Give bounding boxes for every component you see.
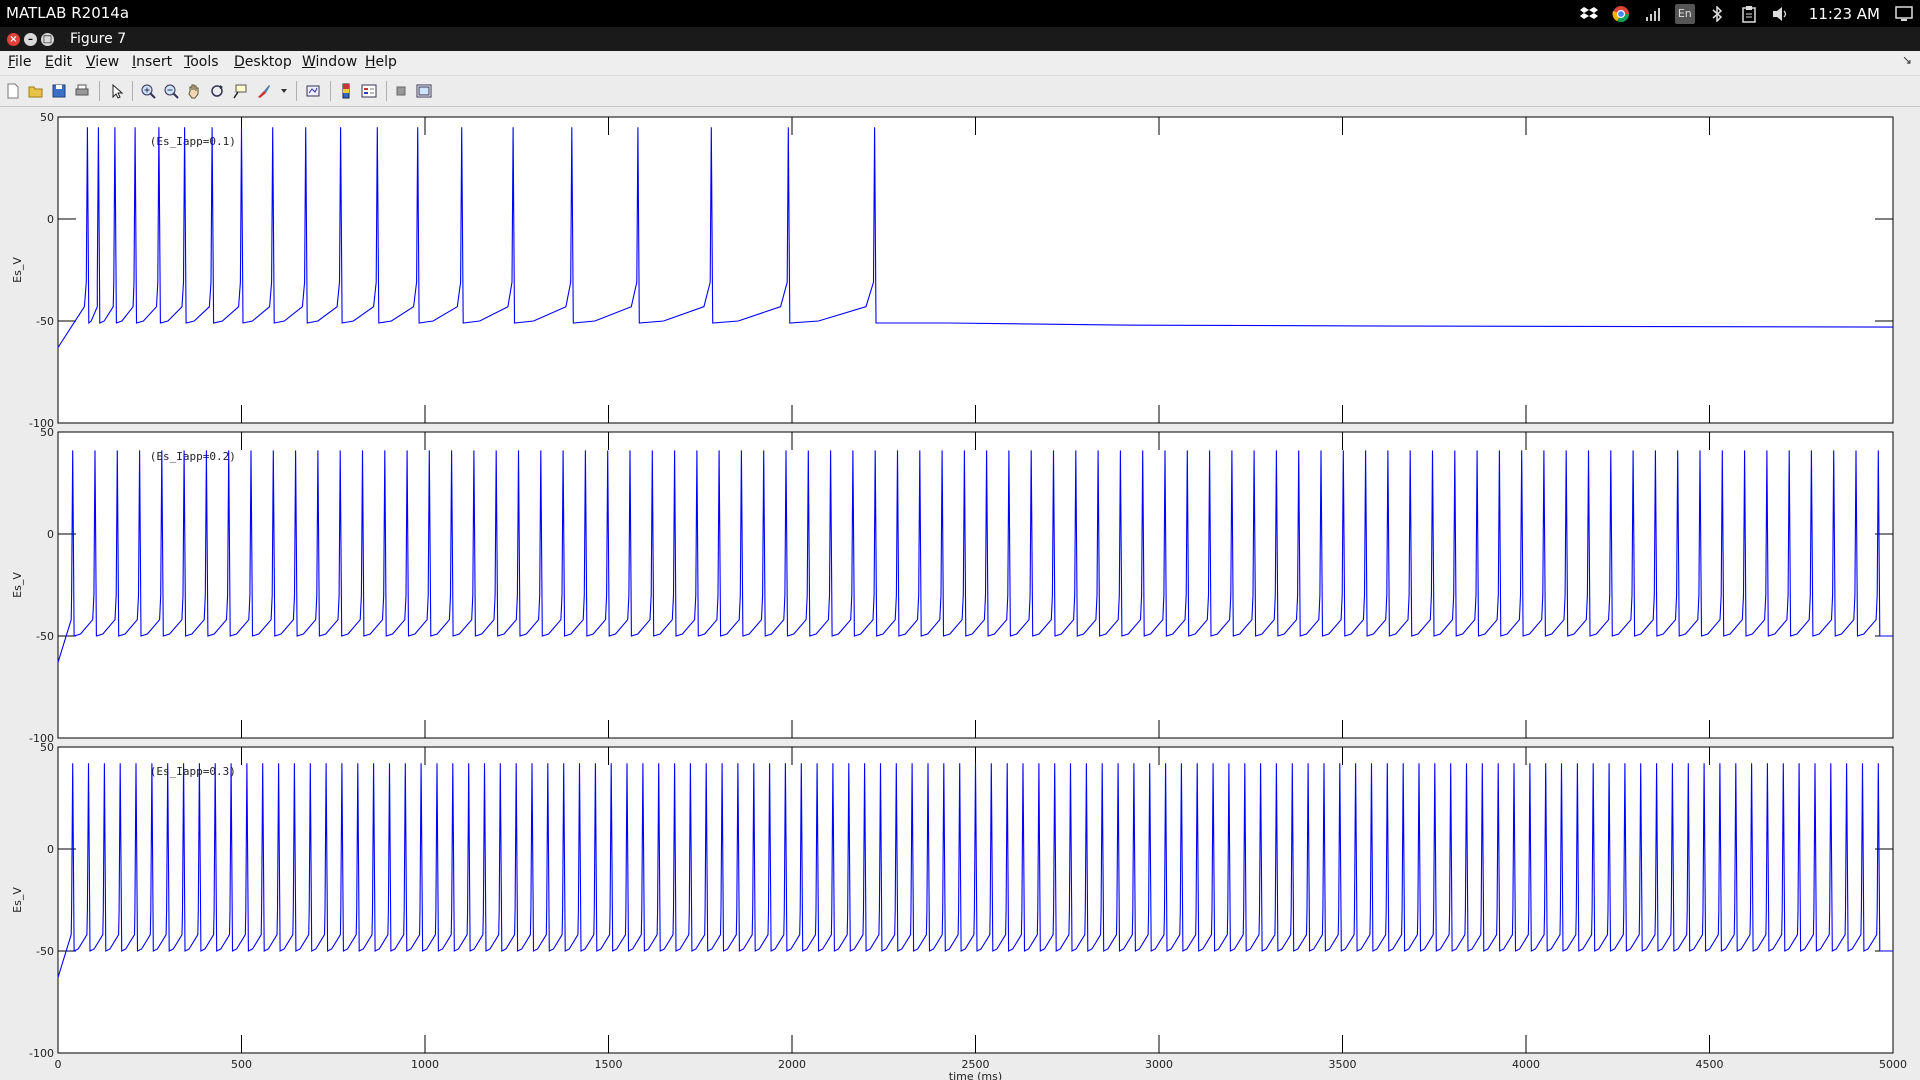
rotate-3d-icon[interactable] (207, 81, 227, 101)
chrome-icon[interactable] (1611, 4, 1631, 24)
toolbar-separator (386, 81, 387, 101)
toolbar-separator (132, 81, 133, 101)
figure-canvas[interactable]: -100 -50 0 50 Es_V (Es_Iapp=0.1) -100 -50 0 50 Es_… (0, 107, 1920, 1080)
y-tick-label: 50 (40, 111, 54, 124)
axes-panel-2: -100 -50 0 50 Es_V (Es_Iapp=0.2) (11, 426, 1894, 745)
figure-svg[interactable]: -100 -50 0 50 Es_V (Es_Iapp=0.1) -100 -50 0 50 Es_… (0, 107, 1920, 1080)
menu-file[interactable]: File (8, 54, 32, 70)
hide-plot-tools-icon[interactable] (391, 81, 411, 101)
clipboard-icon[interactable] (1739, 4, 1759, 24)
zoom-in-icon[interactable] (138, 81, 158, 101)
y-axis-label: Es_V (11, 257, 24, 283)
axes-panel-3: -100 -50 0 50 Es_V (Es_Iapp=0.3) 0 500 1000 1500 2… (11, 741, 1907, 1080)
zoom-out-icon[interactable] (161, 81, 181, 101)
x-tick-label: 3000 (1145, 1058, 1173, 1071)
pan-icon[interactable] (184, 81, 204, 101)
x-tick-label: 3500 (1329, 1058, 1357, 1071)
show-plot-tools-icon[interactable] (414, 81, 434, 101)
print-icon[interactable] (72, 81, 92, 101)
axes-box (57, 116, 1894, 424)
edit-plot-icon[interactable] (107, 81, 127, 101)
panel-annotation: (Es_Iapp=0.3) (150, 765, 236, 778)
legend-icon[interactable] (359, 81, 379, 101)
maximize-icon[interactable]: □ (41, 33, 54, 46)
display-icon[interactable] (1894, 4, 1914, 24)
dock-arrow-icon[interactable]: ↘ (1901, 53, 1912, 67)
panel-annotation: (Es_Iapp=0.2) (150, 450, 236, 463)
x-axis-label: time (ms) (949, 1070, 1002, 1080)
save-icon[interactable] (49, 81, 69, 101)
axes-panel-1: -100 -50 0 50 Es_V (Es_Iapp=0.1) (11, 111, 1894, 430)
data-cursor-icon[interactable] (230, 81, 250, 101)
x-tick-label: 4500 (1696, 1058, 1724, 1071)
voltage-trace-line (57, 763, 1893, 978)
app-title: MATLAB R2014a (6, 4, 130, 22)
x-tick-label: 5000 (1879, 1058, 1907, 1071)
menu-insert[interactable]: Insert (132, 54, 173, 70)
voltage-trace-line (57, 450, 1893, 663)
clock[interactable]: 11:23 AM (1808, 4, 1880, 23)
window-title: Figure 7 (70, 31, 127, 47)
brush-icon[interactable] (253, 81, 273, 101)
menu-desktop[interactable]: Desktop (234, 54, 292, 70)
y-tick-label: -100 (29, 1047, 54, 1060)
system-tray: En 11:23 AM (1573, 0, 1920, 27)
y-tick-label: 50 (40, 741, 54, 754)
y-tick-label: -50 (36, 315, 54, 328)
new-figure-icon[interactable] (3, 81, 23, 101)
x-tick-label: 1500 (595, 1058, 623, 1071)
menu-edit[interactable]: Edit (45, 54, 73, 70)
menu-help[interactable]: Help (365, 54, 397, 70)
minimize-icon[interactable]: – (24, 33, 37, 46)
menu-window[interactable]: Window (302, 54, 358, 70)
link-plot-icon[interactable] (303, 81, 323, 101)
y-tick-label: 50 (40, 426, 54, 439)
x-tick-label: 0 (55, 1058, 62, 1071)
open-file-icon[interactable] (26, 81, 46, 101)
os-top-bar: MATLAB R2014a En 11:23 AM (0, 0, 1920, 27)
keyboard-layout-icon[interactable]: En (1674, 3, 1695, 24)
signal-icon[interactable] (1643, 4, 1663, 24)
y-tick-label: -100 (29, 732, 54, 745)
brush-dropdown-icon[interactable] (279, 81, 289, 101)
close-icon[interactable]: × (7, 33, 20, 46)
figure-toolbar (0, 76, 1920, 107)
y-tick-label: 0 (47, 843, 54, 856)
axes-box (57, 431, 1894, 739)
y-tick-label: -50 (36, 945, 54, 958)
toolbar-separator (296, 81, 297, 101)
volume-icon[interactable] (1771, 4, 1791, 24)
x-tick-label: 1000 (411, 1058, 439, 1071)
menu-view[interactable]: View (86, 54, 120, 70)
y-tick-label: 0 (47, 528, 54, 541)
window-title-bar[interactable]: × – □ Figure 7 (0, 27, 1920, 51)
dropbox-icon[interactable] (1579, 4, 1599, 24)
voltage-trace-line (57, 127, 1894, 348)
bluetooth-icon[interactable] (1707, 4, 1727, 24)
menu-bar: File Edit View Insert Tools Desktop Wind… (0, 51, 1920, 76)
y-tick-label: -100 (29, 417, 54, 430)
panel-annotation: (Es_Iapp=0.1) (150, 135, 236, 148)
y-tick-label: -50 (36, 630, 54, 643)
x-tick-label: 4000 (1512, 1058, 1540, 1071)
x-tick-label: 2000 (778, 1058, 806, 1071)
x-tick-label: 500 (231, 1058, 252, 1071)
y-tick-label: 0 (47, 213, 54, 226)
x-tick-label: 2500 (962, 1058, 990, 1071)
menu-tools[interactable]: Tools (184, 54, 219, 70)
toolbar-separator (99, 81, 100, 101)
y-axis-label: Es_V (11, 572, 24, 598)
y-axis-label: Es_V (11, 887, 24, 913)
toolbar-separator (330, 81, 331, 101)
colorbar-icon[interactable] (336, 81, 356, 101)
